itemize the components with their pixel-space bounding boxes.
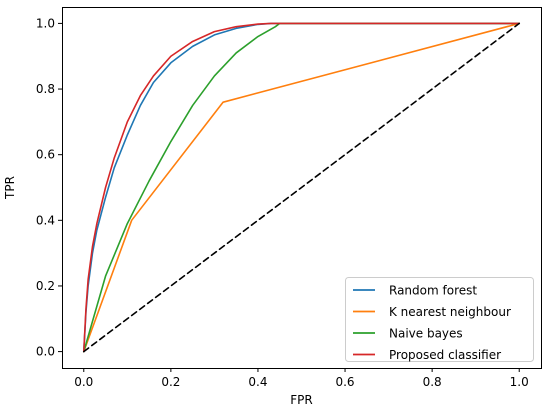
y-tick-label: 1.0 [36,16,55,30]
x-tick-label: 0.8 [423,375,442,389]
x-axis-title: FPR [290,393,312,407]
legend-box [345,277,534,362]
y-tick-label: 0.6 [36,148,55,162]
x-tick-label: 0.6 [335,375,354,389]
legend-label-random-forest: Random forest [389,284,477,298]
series-group [82,22,521,353]
y-tick-label: 0.8 [36,82,55,96]
plot-frame [62,7,542,369]
x-tick-label: 1.0 [510,375,529,389]
y-tick-label: 0.2 [36,279,55,293]
x-tick-label: 0.0 [74,375,93,389]
series-line-random-forest [82,22,521,353]
series-line-k-nearest-neighbour [82,22,521,353]
legend-label-naive-bayes: Naive bayes [389,327,463,341]
x-axis-ticks: 0.0 0.2 0.4 0.6 0.8 1.0 [74,368,529,389]
series-line-naive-bayes [82,22,521,353]
legend: Random forest K nearest neighbour Naive ba… [345,277,534,362]
y-tick-label: 0.4 [36,213,55,227]
series-line-proposed-classifier [82,22,521,353]
x-tick-label: 0.2 [161,375,180,389]
y-axis-title: TPR [3,176,17,200]
x-tick-label: 0.4 [248,375,267,389]
y-axis-ticks: 0.0 0.2 0.4 0.6 0.8 1.0 [36,16,62,359]
legend-label-proposed-classifier: Proposed classifier [389,348,501,362]
series-line-diagonal-reference [82,22,521,353]
legend-label-k-nearest-neighbour: K nearest neighbour [389,305,511,319]
y-tick-label: 0.0 [36,345,55,359]
